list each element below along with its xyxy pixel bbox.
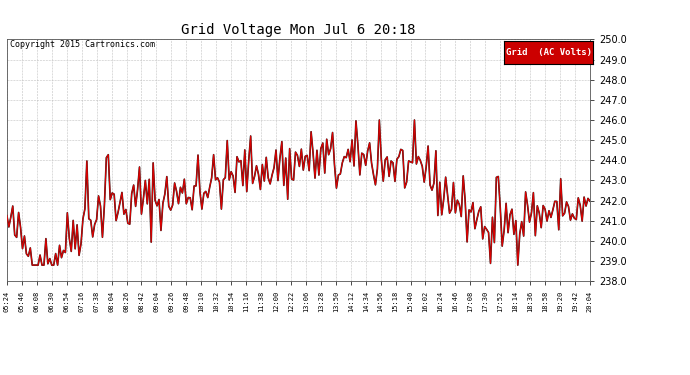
Text: Copyright 2015 Cartronics.com: Copyright 2015 Cartronics.com (10, 40, 155, 49)
Text: Grid  (AC Volts): Grid (AC Volts) (506, 48, 591, 57)
Title: Grid Voltage Mon Jul 6 20:18: Grid Voltage Mon Jul 6 20:18 (181, 23, 415, 37)
